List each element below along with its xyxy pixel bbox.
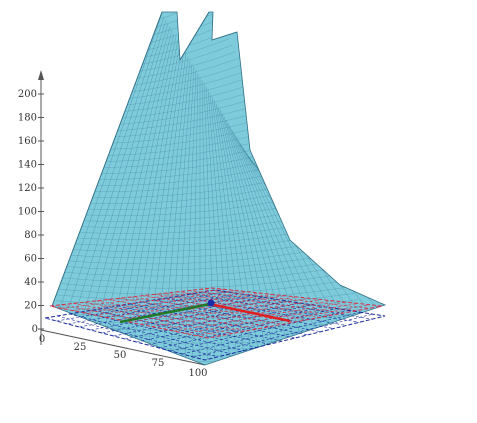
z-tick-label: 40	[24, 277, 37, 288]
z-tick-label: 80	[24, 230, 37, 241]
z-tick-label: 180	[18, 113, 37, 124]
z-axis-arrow	[38, 70, 44, 80]
origin-marker	[207, 299, 215, 307]
green-axis-line	[119, 302, 211, 324]
x-axis: 0 25 50 75 100	[39, 329, 208, 379]
red-plane	[49, 287, 383, 339]
z-axis: 0 20 40 60 80 100 120 140 160 180 200	[18, 70, 44, 345]
x-tick-label: 100	[188, 368, 207, 379]
x-tick-label: 25	[74, 342, 87, 353]
x-tick-label: 50	[114, 350, 127, 361]
z-tick-label: 60	[24, 254, 37, 265]
z-tick-label: 120	[18, 183, 37, 194]
surface	[51, 11, 387, 366]
coordinate-lines	[119, 299, 291, 324]
red-axis-line	[209, 302, 291, 323]
z-tick-label: 200	[18, 89, 37, 100]
x-tick-label: 75	[152, 358, 165, 369]
x-tick-label: 0	[39, 334, 45, 345]
z-tick-label: 160	[18, 136, 37, 147]
z-tick-label: 20	[24, 301, 37, 312]
z-tick-label: 100	[18, 207, 37, 218]
x-axis-baseline	[40, 329, 206, 366]
surface-edges	[51, 11, 238, 307]
z-tick-label: 140	[18, 160, 37, 171]
z-tick-label: 0	[32, 324, 38, 335]
